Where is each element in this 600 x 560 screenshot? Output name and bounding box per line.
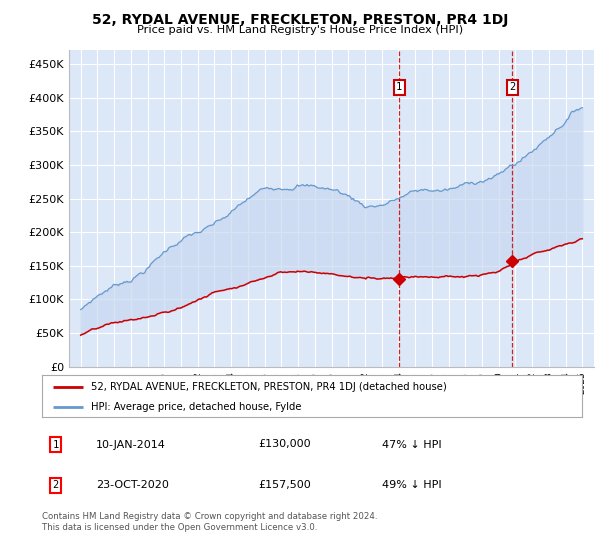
Text: 52, RYDAL AVENUE, FRECKLETON, PRESTON, PR4 1DJ (detached house): 52, RYDAL AVENUE, FRECKLETON, PRESTON, P… [91,382,446,392]
Text: 52, RYDAL AVENUE, FRECKLETON, PRESTON, PR4 1DJ: 52, RYDAL AVENUE, FRECKLETON, PRESTON, P… [92,13,508,27]
Text: 1: 1 [396,82,403,92]
Text: Price paid vs. HM Land Registry's House Price Index (HPI): Price paid vs. HM Land Registry's House … [137,25,463,35]
Text: Contains HM Land Registry data © Crown copyright and database right 2024.
This d: Contains HM Land Registry data © Crown c… [42,512,377,532]
Text: 10-JAN-2014: 10-JAN-2014 [96,440,166,450]
Text: £157,500: £157,500 [258,480,311,491]
Text: 2: 2 [52,480,59,491]
Text: 47% ↓ HPI: 47% ↓ HPI [382,440,442,450]
Text: 2: 2 [509,82,515,92]
Text: 23-OCT-2020: 23-OCT-2020 [96,480,169,491]
Text: 1: 1 [52,440,59,450]
Text: 49% ↓ HPI: 49% ↓ HPI [382,480,442,491]
Text: HPI: Average price, detached house, Fylde: HPI: Average price, detached house, Fyld… [91,402,301,412]
Text: £130,000: £130,000 [258,440,311,450]
